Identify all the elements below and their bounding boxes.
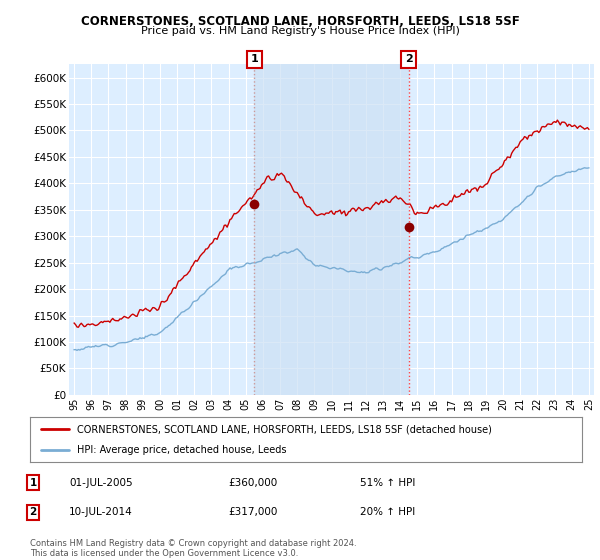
Text: 1: 1 <box>250 54 258 64</box>
Text: 2: 2 <box>405 54 413 64</box>
Text: 20% ↑ HPI: 20% ↑ HPI <box>360 507 415 517</box>
Text: CORNERSTONES, SCOTLAND LANE, HORSFORTH, LEEDS, LS18 5SF (detached house): CORNERSTONES, SCOTLAND LANE, HORSFORTH, … <box>77 424 492 435</box>
Text: Contains HM Land Registry data © Crown copyright and database right 2024.
This d: Contains HM Land Registry data © Crown c… <box>30 539 356 558</box>
Text: Price paid vs. HM Land Registry's House Price Index (HPI): Price paid vs. HM Land Registry's House … <box>140 26 460 36</box>
Text: 10-JUL-2014: 10-JUL-2014 <box>69 507 133 517</box>
Text: 01-JUL-2005: 01-JUL-2005 <box>69 478 133 488</box>
Text: £360,000: £360,000 <box>228 478 277 488</box>
Text: 1: 1 <box>29 478 37 488</box>
Text: 2: 2 <box>29 507 37 517</box>
Text: CORNERSTONES, SCOTLAND LANE, HORSFORTH, LEEDS, LS18 5SF: CORNERSTONES, SCOTLAND LANE, HORSFORTH, … <box>80 15 520 28</box>
Text: 51% ↑ HPI: 51% ↑ HPI <box>360 478 415 488</box>
Text: HPI: Average price, detached house, Leeds: HPI: Average price, detached house, Leed… <box>77 445 286 455</box>
Bar <box>254 64 409 395</box>
Text: £317,000: £317,000 <box>228 507 277 517</box>
